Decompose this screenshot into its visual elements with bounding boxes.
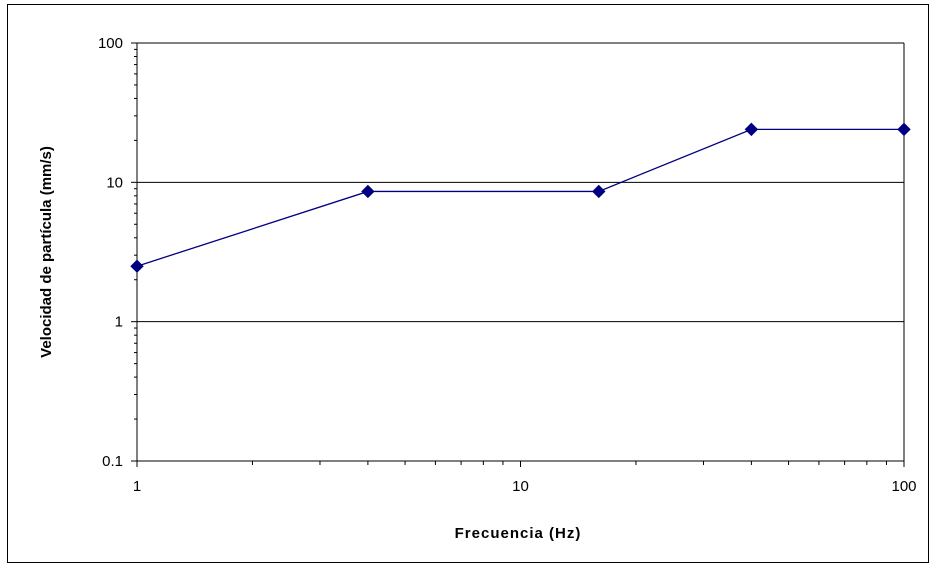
y-tick-labels: 0.1 1 10 100: [98, 35, 123, 470]
data-point-marker-2: [592, 184, 606, 199]
data-point-marker-4: [897, 122, 911, 137]
y-tick-label-1: 1: [115, 314, 123, 331]
data-point-marker-1: [361, 184, 375, 199]
y-tick-label-0.1: 0.1: [102, 453, 123, 470]
chart-frame: [7, 4, 929, 563]
y-tick-label-10: 10: [106, 174, 123, 191]
data-point-marker-3: [744, 122, 759, 137]
data-point-marker-0: [130, 259, 144, 273]
x-tick-label-10: 10: [512, 478, 529, 495]
series-line: [136, 128, 904, 267]
gridlines: [137, 42, 904, 323]
x-axis-title: Frecuencia (Hz): [455, 525, 582, 542]
x-tick-labels: 1 10 100: [133, 478, 917, 495]
y-axis-title: Velocidad de partícula (mm/s): [38, 146, 55, 358]
axes: [131, 42, 905, 467]
y-tick-label-100: 100: [98, 35, 123, 52]
data-series: [130, 122, 911, 273]
x-tick-label-1: 1: [133, 478, 141, 495]
x-tick-label-100: 100: [891, 478, 916, 495]
